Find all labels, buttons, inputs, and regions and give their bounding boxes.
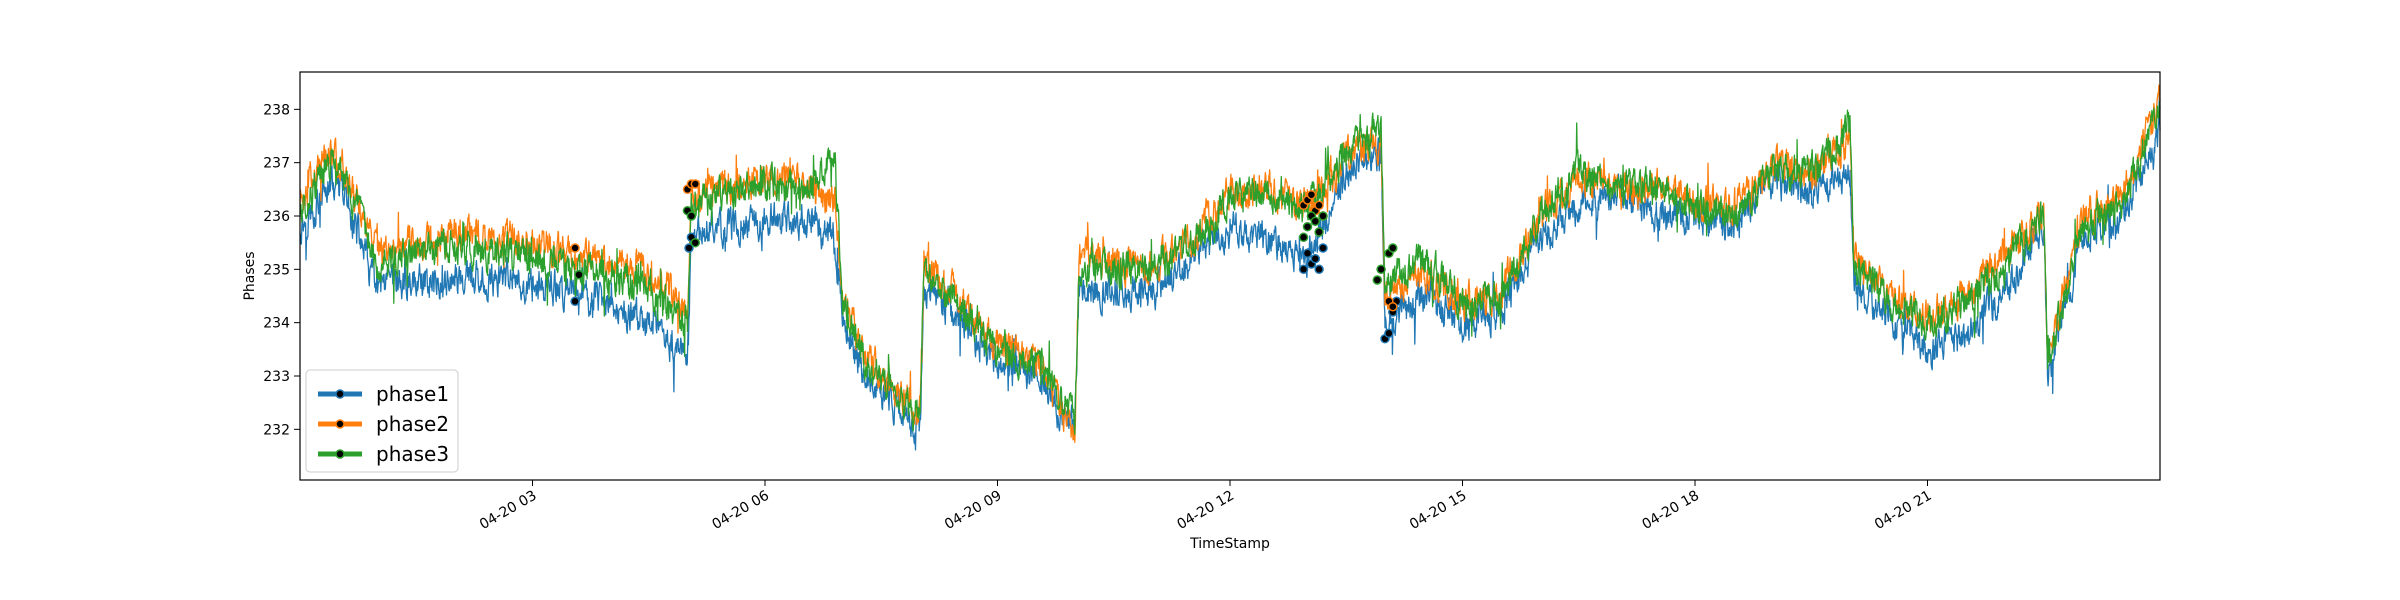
- anomaly-marker-phase1: [1318, 243, 1328, 253]
- legend-marker-phase1: [335, 389, 345, 399]
- series-line-phase3: [299, 100, 2161, 436]
- anomaly-marker-phase1: [570, 296, 580, 307]
- anomaly-marker-phase3: [1314, 227, 1324, 237]
- anomaly-marker-phase3: [686, 211, 697, 221]
- anomaly-marker-phase2: [690, 179, 701, 189]
- x-axis-title: TimeStamp: [1189, 536, 1270, 552]
- anomaly-marker-phase3: [574, 269, 584, 280]
- anomaly-marker-phase2: [570, 243, 580, 253]
- anomaly-marker-phase2: [1314, 200, 1324, 211]
- anomaly-marker-phase1: [1302, 248, 1313, 259]
- anomaly-marker-phase3: [1376, 264, 1386, 275]
- anomaly-marker-phase3: [1318, 211, 1328, 221]
- y-tick-label: 238: [263, 102, 290, 118]
- anomaly-marker-phase3: [1310, 216, 1321, 227]
- anomaly-marker-phase1: [684, 243, 694, 253]
- y-tick-label: 233: [263, 369, 290, 385]
- series-line-phase1: [299, 85, 2161, 451]
- legend-marker-phase3: [335, 449, 345, 459]
- legend-label-phase3: phase3: [376, 442, 449, 466]
- y-axis-title: Phases: [242, 251, 258, 300]
- anomaly-marker-phase1: [1314, 264, 1324, 275]
- anomaly-markers: [570, 179, 1402, 344]
- anomaly-marker-phase1: [1310, 253, 1321, 264]
- anomaly-marker-phase2: [1388, 301, 1398, 312]
- plot-lines: [299, 84, 2161, 451]
- y-tick-label: 232: [263, 422, 290, 438]
- legend: phase1 phase2 phase3: [305, 369, 459, 473]
- y-tick-label: 234: [263, 316, 290, 332]
- legend-label-phase1: phase1: [376, 382, 449, 406]
- anomaly-marker-phase3: [690, 237, 701, 248]
- y-tick-label: 237: [263, 156, 290, 172]
- anomaly-marker-phase3: [1372, 275, 1383, 285]
- anomaly-marker-phase3: [1302, 221, 1313, 232]
- anomaly-marker-phase3: [1298, 232, 1309, 243]
- anomaly-marker-phase1: [1298, 264, 1309, 275]
- legend-marker-phase2: [335, 419, 345, 429]
- anomaly-marker-phase1: [1384, 328, 1394, 339]
- y-tick-label: 235: [263, 262, 290, 278]
- legend-label-phase2: phase2: [376, 412, 449, 436]
- y-axis: 232 233 234 235 236 237 238: [263, 102, 300, 438]
- anomaly-marker-phase2: [1306, 189, 1317, 200]
- anomaly-marker-phase3: [1388, 243, 1398, 253]
- y-tick-label: 236: [263, 209, 290, 225]
